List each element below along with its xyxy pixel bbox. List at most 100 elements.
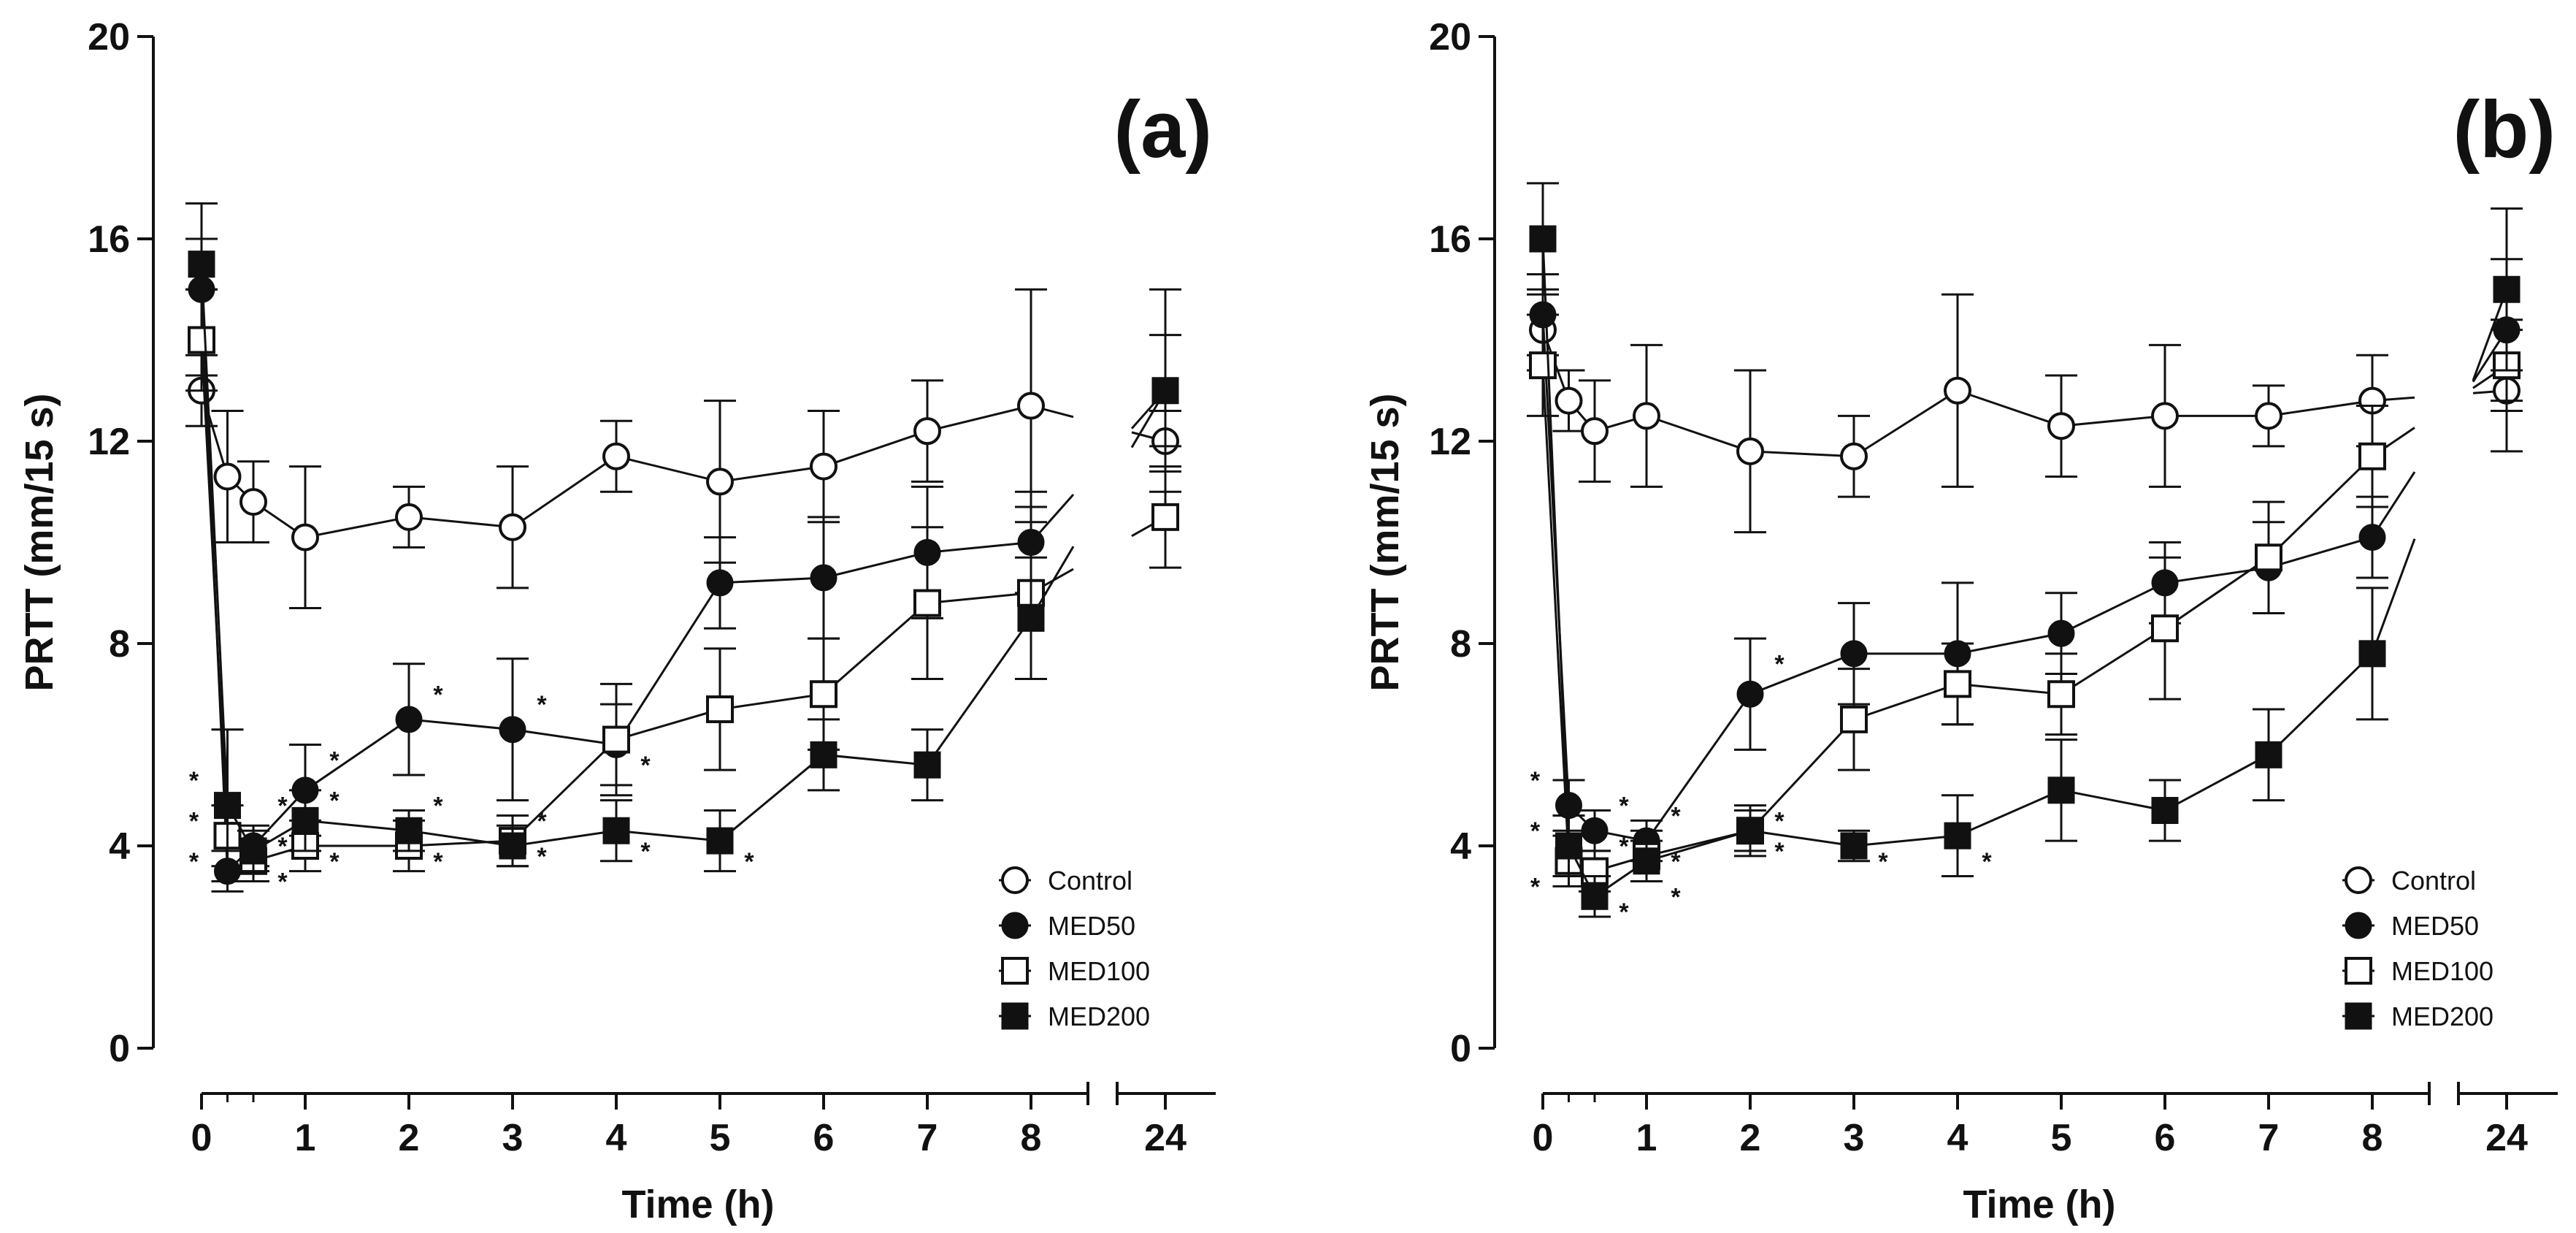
series-med100 — [1527, 313, 2523, 893]
x-tick-label: 5 — [710, 1117, 731, 1159]
x-tick-label: 1 — [295, 1117, 316, 1159]
y-tick-label: 12 — [88, 421, 130, 463]
significance-asterisk: * — [189, 767, 199, 795]
x-tick-label: 0 — [191, 1117, 212, 1159]
legend-marker — [1001, 1002, 1029, 1030]
data-point — [810, 452, 837, 481]
x-tick-label: 5 — [2051, 1117, 2072, 1159]
significance-asterisk: * — [537, 843, 547, 871]
x-tick-label: 2 — [1740, 1117, 1761, 1159]
data-point — [1736, 817, 1764, 844]
legend-label: Control — [2391, 866, 2476, 896]
series-line-break-segment — [2371, 538, 2416, 654]
legend: Control MED50 MED100 MED200 — [999, 866, 1150, 1031]
significance-asterisk: * — [329, 787, 340, 815]
significance-asterisk: * — [1530, 873, 1541, 901]
data-point — [2151, 614, 2179, 643]
significance-asterisk: * — [189, 848, 199, 876]
significance-asterisk: * — [277, 868, 288, 896]
data-point — [2047, 412, 2075, 440]
data-point — [395, 706, 423, 733]
significance-asterisk: * — [433, 793, 443, 820]
y-tick-label: 8 — [1450, 623, 1471, 665]
data-point — [706, 569, 734, 597]
x-axis-title: Time (h) — [621, 1183, 774, 1226]
legend: Control MED50 MED100 MED200 — [2342, 866, 2493, 1031]
data-point — [706, 467, 734, 496]
y-tick-label: 20 — [1429, 16, 1471, 58]
significance-asterisk: * — [1671, 802, 1681, 830]
y-tick-label: 0 — [109, 1028, 130, 1070]
data-point — [602, 725, 630, 754]
data-point — [602, 442, 630, 470]
data-point — [2047, 776, 2075, 804]
data-point — [2255, 402, 2282, 430]
x-axis-title: Time (h) — [1963, 1183, 2115, 1226]
data-point — [913, 417, 941, 446]
significance-asterisk: * — [1671, 848, 1681, 876]
panel-label: (a) — [1114, 85, 1212, 175]
data-point — [291, 523, 319, 551]
data-point — [1151, 503, 1179, 531]
legend-marker — [1001, 866, 1029, 894]
significance-asterisk: * — [433, 681, 443, 709]
significance-asterisk: * — [1878, 848, 1888, 876]
legend-marker — [2345, 866, 2372, 894]
data-point — [499, 716, 526, 744]
legend-marker — [2345, 912, 2372, 939]
data-point — [1633, 402, 1660, 430]
x-tick-label: 3 — [502, 1117, 524, 1159]
legend-marker — [1001, 912, 1029, 939]
data-point — [2358, 524, 2386, 551]
y-tick-label: 12 — [1429, 421, 1471, 463]
data-point — [499, 832, 526, 860]
significance-asterisk: * — [1774, 807, 1785, 835]
significance-asterisk: * — [744, 848, 754, 876]
x-tick-label: 7 — [917, 1117, 938, 1159]
data-point — [913, 589, 941, 617]
data-point — [810, 680, 837, 709]
x-tick-label: 1 — [1636, 1117, 1657, 1159]
data-point — [1840, 442, 1868, 470]
significance-asterisk: * — [537, 807, 547, 835]
data-point — [239, 488, 267, 516]
legend-label: Control — [1048, 866, 1132, 896]
y-tick-label: 16 — [1429, 218, 1471, 261]
data-point — [2047, 619, 2075, 647]
x-tick-label: 24 — [2485, 1117, 2528, 1159]
data-point — [499, 513, 526, 541]
data-point — [1581, 417, 1609, 446]
significance-asterisk: * — [329, 848, 340, 876]
y-tick-label: 16 — [88, 218, 130, 261]
data-point — [2493, 275, 2521, 303]
y-tick-label: 0 — [1450, 1028, 1471, 1070]
data-point — [1736, 680, 1764, 708]
significance-asterisk: * — [1982, 848, 1992, 876]
y-tick-label: 20 — [88, 16, 130, 58]
significance-asterisk: * — [1619, 833, 1629, 860]
x-tick-label: 3 — [1844, 1117, 1865, 1159]
series-med200 — [1527, 182, 2523, 918]
legend-label: MED200 — [2391, 1001, 2493, 1031]
legend-label: MED50 — [2391, 911, 2479, 941]
legend-marker — [2345, 1002, 2372, 1030]
y-tick-label: 4 — [109, 825, 130, 868]
data-point — [1555, 792, 1582, 820]
significance-asterisk: * — [189, 807, 199, 835]
panel-label: (b) — [2453, 85, 2556, 175]
data-point — [188, 326, 215, 354]
data-point — [291, 806, 319, 834]
data-point — [213, 462, 242, 491]
x-tick-label: 4 — [1947, 1117, 1969, 1159]
data-point — [188, 251, 215, 278]
data-point — [1529, 351, 1557, 380]
data-point — [2358, 442, 2386, 470]
legend-label: MED100 — [2391, 956, 2493, 986]
data-point — [214, 792, 241, 820]
x-tick-label: 24 — [1144, 1117, 1187, 1159]
significance-asterisk: * — [1530, 767, 1541, 795]
data-point — [1151, 377, 1179, 405]
